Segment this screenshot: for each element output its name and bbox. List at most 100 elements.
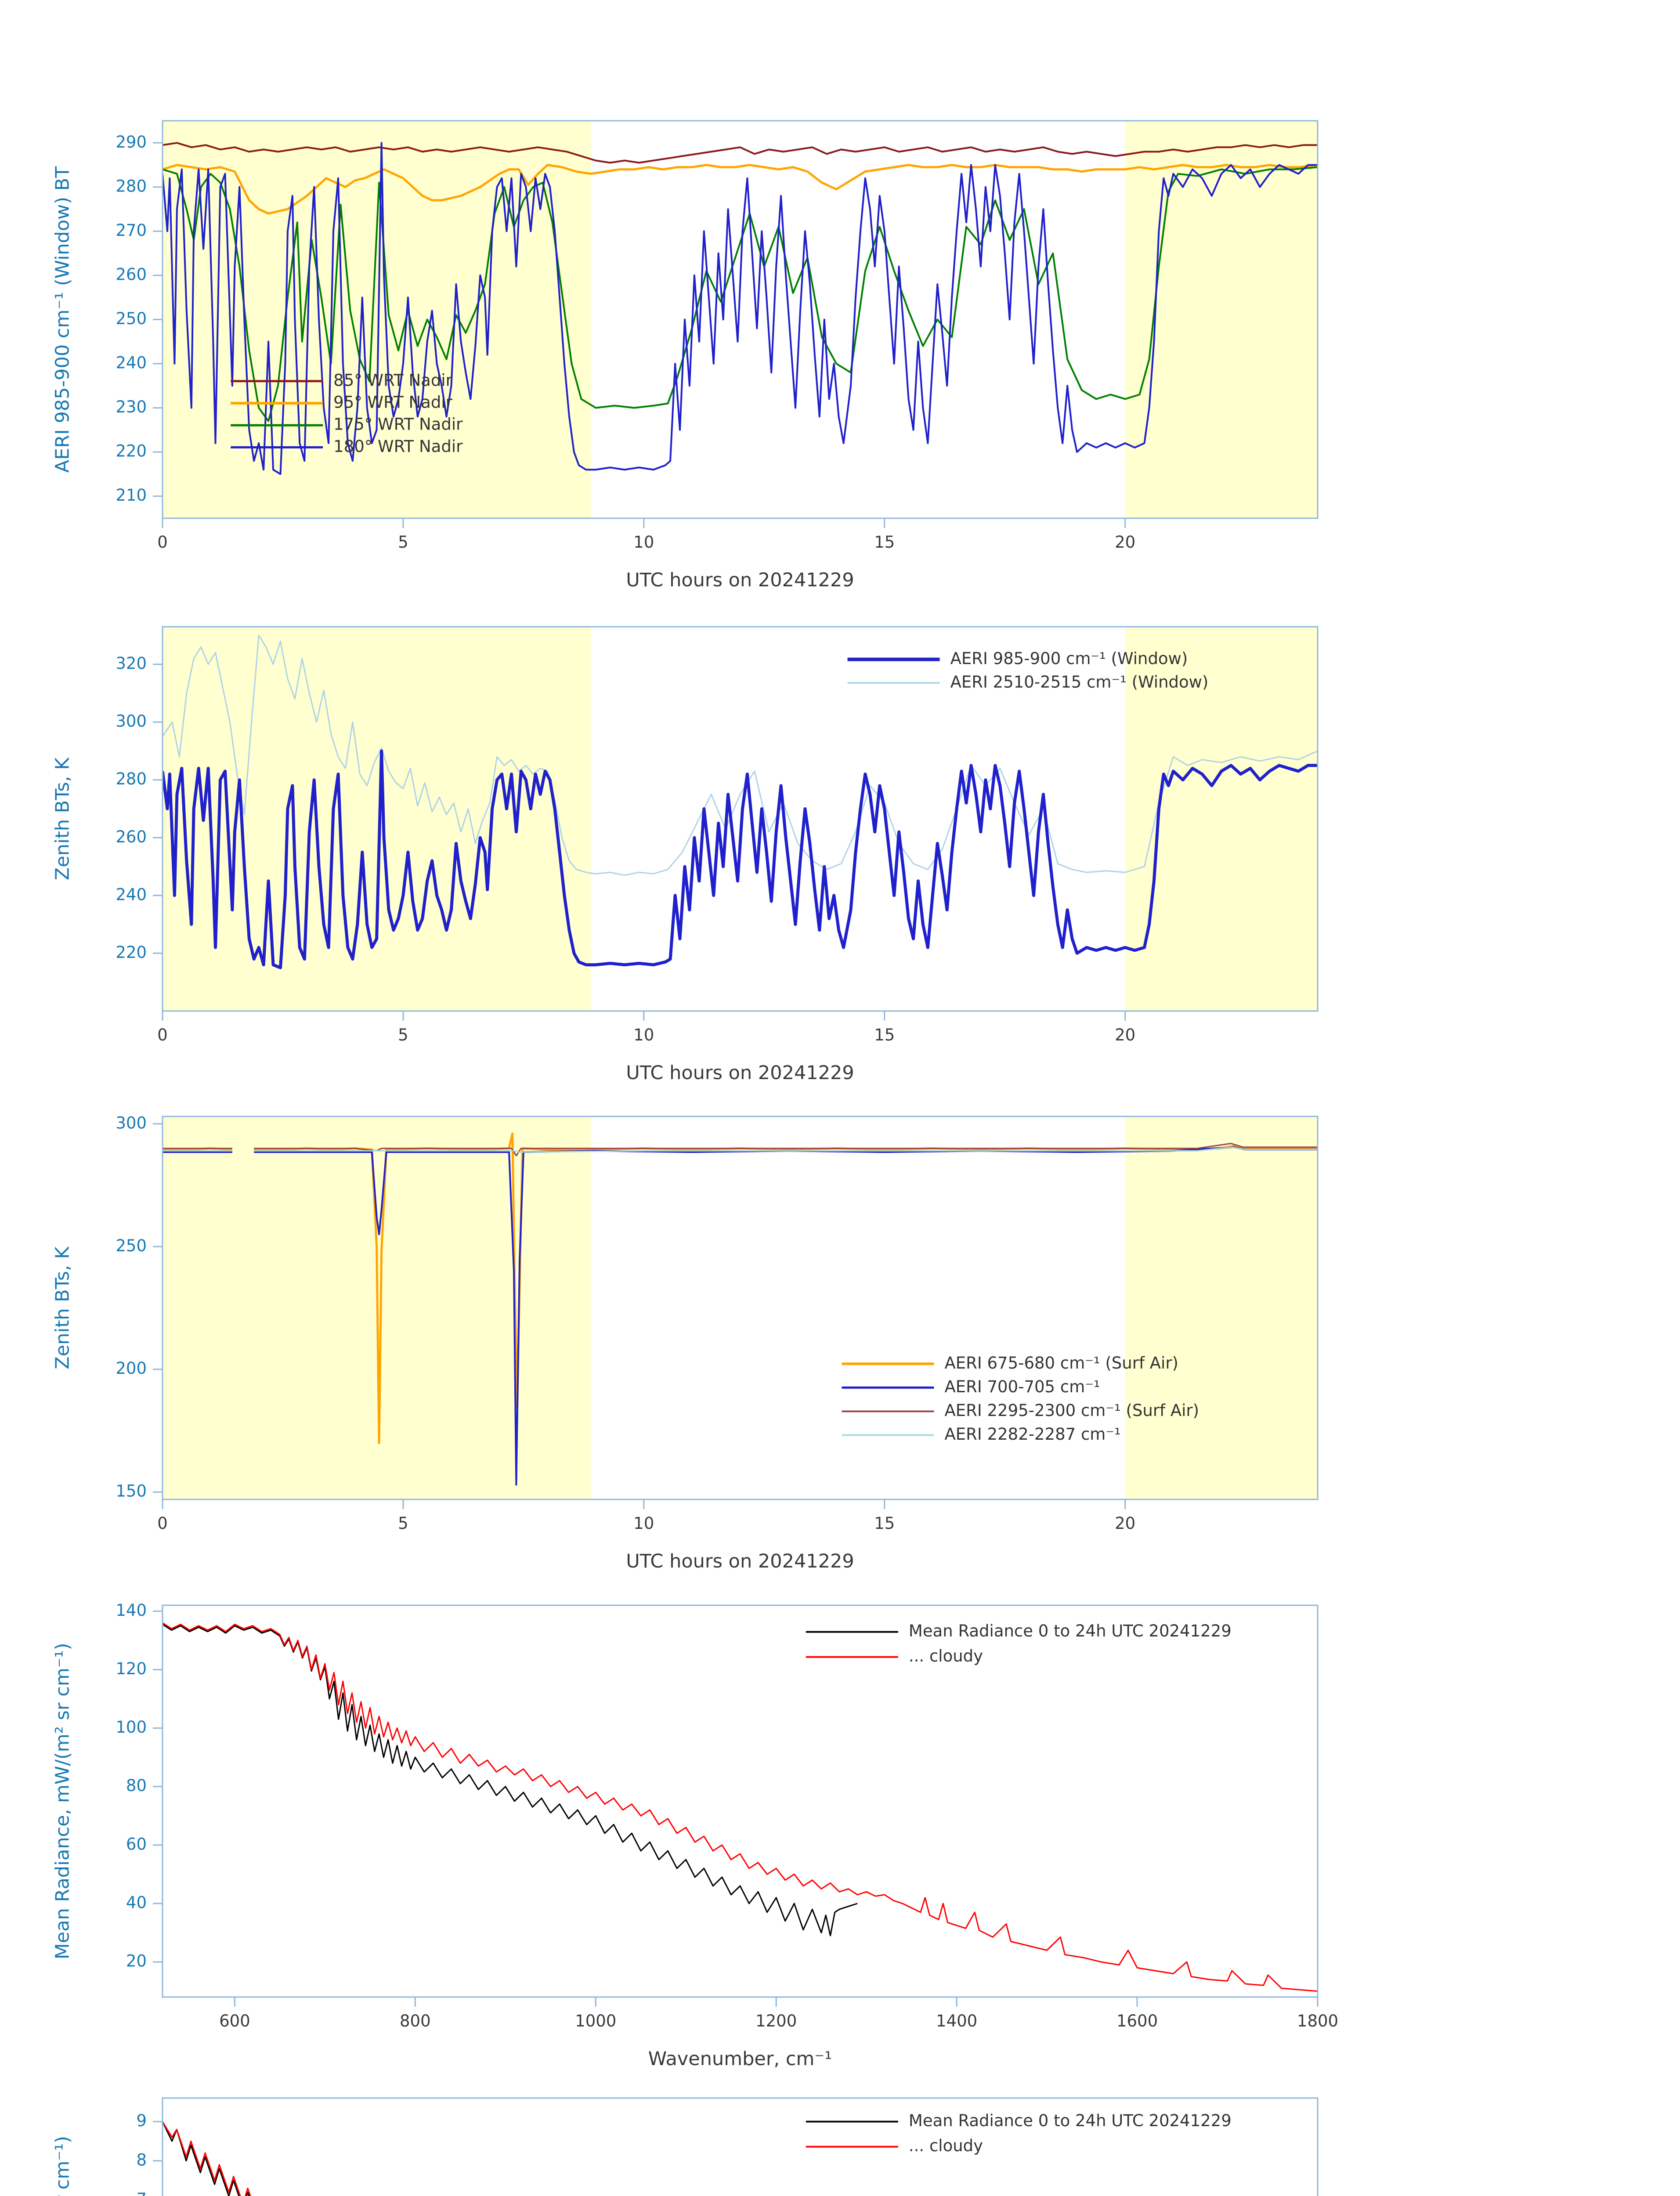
series-line	[163, 1146, 1318, 1153]
x-axis-label: UTC hours on 20241229	[626, 1062, 854, 1084]
chart-zenith-bts-co2: 0 5 10 15 20 150 200 250 300 UTC hours on 2024122…	[52, 1113, 1319, 1572]
legend-label: 85° WRT Nadir	[333, 371, 452, 390]
legend-label: AERI 675-680 cm⁻¹ (Surf Air)	[944, 1354, 1178, 1372]
x-tick-label: 15	[874, 1026, 895, 1044]
series-line	[163, 1146, 1318, 1486]
y-tick-label: 40	[126, 1893, 147, 1912]
x-tick-label: 5	[398, 1026, 408, 1044]
y-tick-label: 260	[116, 265, 147, 284]
shaded-region	[1125, 121, 1318, 518]
series-line	[163, 164, 1318, 215]
x-tick-label: 15	[874, 1514, 895, 1533]
x-tick-label: 10	[633, 533, 654, 552]
legend-label: AERI 2295-2300 cm⁻¹ (Surf Air)	[944, 1401, 1199, 1420]
series-line	[163, 1622, 1318, 1992]
series-line	[163, 166, 1318, 422]
x-tick-label: 1200	[755, 2012, 797, 2030]
x-tick-label: 5	[398, 533, 408, 552]
legend-label: ... cloudy	[909, 2136, 983, 2155]
x-tick-label: 600	[219, 2012, 250, 2030]
y-tick-label: 120	[116, 1659, 147, 1678]
y-tick-label: 280	[116, 177, 147, 195]
legend-label: AERI 2510-2515 cm⁻¹ (Window)	[950, 672, 1209, 691]
chart-zenith-bts-window: 0 5 10 15 20 220 240 260 280 300 320 UTC hours on 2…	[52, 626, 1319, 1084]
y-tick-label: 60	[126, 1835, 147, 1853]
shaded-region	[1125, 1116, 1318, 1499]
y-tick-label: 280	[116, 769, 147, 788]
y-tick-label: 80	[126, 1776, 147, 1795]
x-axis-label: UTC hours on 20241229	[626, 1550, 854, 1572]
y-tick-label: 230	[116, 397, 147, 416]
y-tick-label: 300	[116, 1113, 147, 1132]
x-tick-label: 10	[633, 1514, 654, 1533]
y-tick-label: 320	[116, 654, 147, 673]
plot-box	[162, 1116, 1319, 1500]
plot-box	[162, 2097, 1319, 2196]
y-tick-label: 240	[116, 354, 147, 372]
x-tick-label: 0	[157, 1026, 168, 1044]
y-tick-label: 260	[116, 827, 147, 846]
y-tick-label: 290	[116, 133, 147, 152]
series-line	[163, 2121, 250, 2196]
series-line	[163, 2121, 251, 2196]
legend-label: 175° WRT Nadir	[333, 415, 463, 434]
y-axis-label: Zenith BTs, K	[52, 757, 74, 880]
x-tick-label: 1600	[1116, 2012, 1158, 2030]
y-tick-label: 200	[116, 1359, 147, 1378]
y-tick-label: 250	[116, 1236, 147, 1255]
series-line	[163, 749, 1318, 969]
x-tick-label: 0	[157, 533, 168, 552]
legend-label: AERI 985-900 cm⁻¹ (Window)	[950, 649, 1188, 668]
y-tick-label: 140	[116, 1601, 147, 1620]
y-tick-label: 20	[126, 1952, 147, 1971]
y-tick-label: 220	[116, 943, 147, 962]
y-axis-label: Zenith BTs, K	[52, 1246, 74, 1369]
legend-label: ... cloudy	[909, 1647, 983, 1665]
chart-mean-radiance-longwave: 600 800 1000 1200 1400 1600 1800 20 40 60 80 100 120…	[52, 1601, 1339, 2070]
y-axis-label: Mean Radiance, mW/(m² sr cm⁻¹)	[52, 2136, 74, 2196]
legend-label: 95° WRT Nadir	[333, 393, 452, 412]
y-tick-label: 150	[116, 1482, 147, 1501]
y-tick-label: 7	[136, 2190, 147, 2196]
y-tick-label: 8	[136, 2150, 147, 2169]
x-tick-label: 5	[398, 1514, 408, 1533]
x-tick-label: 10	[633, 1026, 654, 1044]
series-line	[163, 142, 1318, 164]
series-line	[163, 1624, 858, 1936]
y-axis-label: Mean Radiance, mW/(m² sr cm⁻¹)	[52, 1643, 74, 1960]
y-tick-label: 300	[116, 712, 147, 731]
legend-label: AERI 2282-2287 cm⁻¹	[944, 1425, 1120, 1444]
shaded-region	[163, 627, 591, 1011]
x-tick-label: 800	[400, 2012, 431, 2030]
x-axis-label: Wavenumber, cm⁻¹	[648, 2048, 832, 2070]
y-tick-label: 240	[116, 885, 147, 904]
x-axis-label: UTC hours on 20241229	[626, 569, 854, 591]
legend-label: Mean Radiance 0 to 24h UTC 20241229	[909, 2111, 1232, 2130]
x-tick-label: 20	[1115, 1514, 1135, 1533]
y-tick-label: 9	[136, 2111, 147, 2130]
legend-label: Mean Radiance 0 to 24h UTC 20241229	[909, 1622, 1232, 1640]
series-line	[163, 635, 1318, 876]
chart-mean-radiance-shortwave: 18002000220024002600280030000123456789Wa…	[52, 2097, 1319, 2196]
y-tick-label: 220	[116, 442, 147, 461]
y-tick-label: 210	[116, 486, 147, 505]
series-line	[163, 142, 1318, 475]
plot-box	[162, 626, 1319, 1012]
legend-label: AERI 700-705 cm⁻¹	[944, 1377, 1100, 1396]
legend-label: 180° WRT Nadir	[333, 437, 463, 456]
x-tick-label: 20	[1115, 533, 1135, 552]
x-tick-label: 1400	[936, 2012, 977, 2030]
y-axis-label: AERI 985-900 cm⁻¹ (Window) BT	[52, 166, 74, 473]
y-tick-label: 270	[116, 221, 147, 240]
y-tick-label: 250	[116, 309, 147, 328]
chart-aeri-window-bt-view-angles: 0 5 10 15 20 210 220 230 240 250 260 270 280 290 UTC h…	[52, 120, 1319, 591]
x-tick-label: 1800	[1297, 2012, 1338, 2030]
x-tick-label: 20	[1115, 1026, 1135, 1044]
x-tick-label: 15	[874, 533, 895, 552]
plot-box	[162, 1604, 1319, 1998]
x-tick-label: 1000	[575, 2012, 616, 2030]
y-tick-label: 100	[116, 1718, 147, 1737]
x-tick-label: 0	[157, 1514, 168, 1533]
